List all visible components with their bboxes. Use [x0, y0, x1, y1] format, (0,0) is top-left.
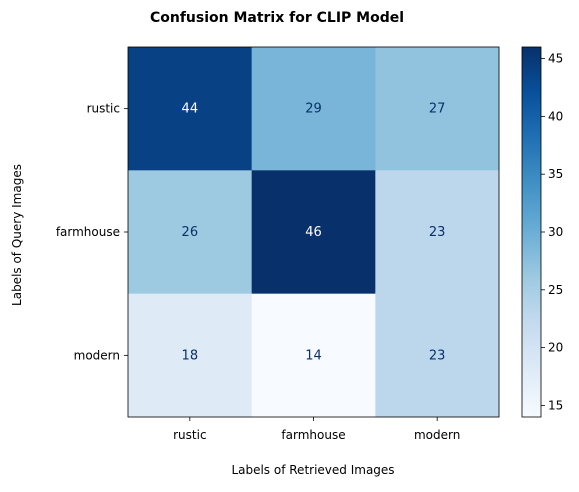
colorbar: 15 20 25 30 35 40 45: [521, 46, 563, 418]
heatmap-cell-label: 44: [182, 102, 199, 117]
heatmap-cell-r1-c2: [375, 170, 500, 295]
heatmap-cell-label: 29: [305, 102, 322, 117]
heatmap-cell-r1-c1: [251, 170, 376, 295]
heatmap-cell-label: 23: [429, 348, 446, 363]
heatmap-cell-r0-c1: [251, 47, 376, 171]
x-axis-label: Labels of Retrieved Images: [231, 463, 394, 477]
colorbar-tick-label: 15: [548, 398, 563, 412]
y-axis-label: Labels of Query Images: [10, 164, 24, 306]
colorbar-tick-label: 35: [548, 167, 563, 181]
heatmap-cell-r2-c2: [375, 293, 500, 418]
chart-title: Confusion Matrix for CLIP Model: [150, 10, 404, 26]
heatmap-cell-r0-c0: [128, 47, 253, 171]
colorbar-tick-label: 25: [548, 283, 563, 297]
y-tick-label: farmhouse: [56, 225, 120, 239]
colorbar-tick-label: 45: [548, 52, 563, 66]
colorbar-gradient: [521, 46, 542, 418]
y-tick-label: rustic: [87, 102, 120, 116]
colorbar-tick-label: 40: [548, 109, 563, 123]
heatmap-cell-label: 23: [429, 225, 446, 240]
heatmap-cell-r2-c0: [128, 293, 253, 418]
x-tick-label: farmhouse: [281, 428, 345, 442]
heatmap-cell-label: 14: [305, 348, 322, 363]
heatmap-cell-label: 46: [305, 225, 322, 240]
heatmap-cell-r1-c0: [128, 170, 253, 295]
heatmap-cell-label: 18: [182, 348, 199, 363]
heatmap-cells: [127, 46, 500, 418]
y-axis-ticks: rustic farmhouse modern: [56, 102, 128, 362]
colorbar-tick-label: 30: [548, 225, 563, 239]
x-tick-label: rustic: [173, 428, 206, 442]
colorbar-tick-label: 20: [548, 341, 563, 355]
heatmap-cell-r0-c2: [375, 47, 500, 171]
x-axis-ticks: rustic farmhouse modern: [173, 417, 460, 442]
heatmap-cell-r2-c1: [251, 293, 376, 418]
y-tick-label: modern: [74, 348, 120, 362]
heatmap-cell-labels: 44 29 27 26 46 23 18 14 23: [182, 102, 446, 364]
heatmap-cell-label: 27: [429, 102, 446, 117]
x-tick-label: modern: [414, 428, 460, 442]
heatmap-cell-label: 26: [182, 225, 199, 240]
